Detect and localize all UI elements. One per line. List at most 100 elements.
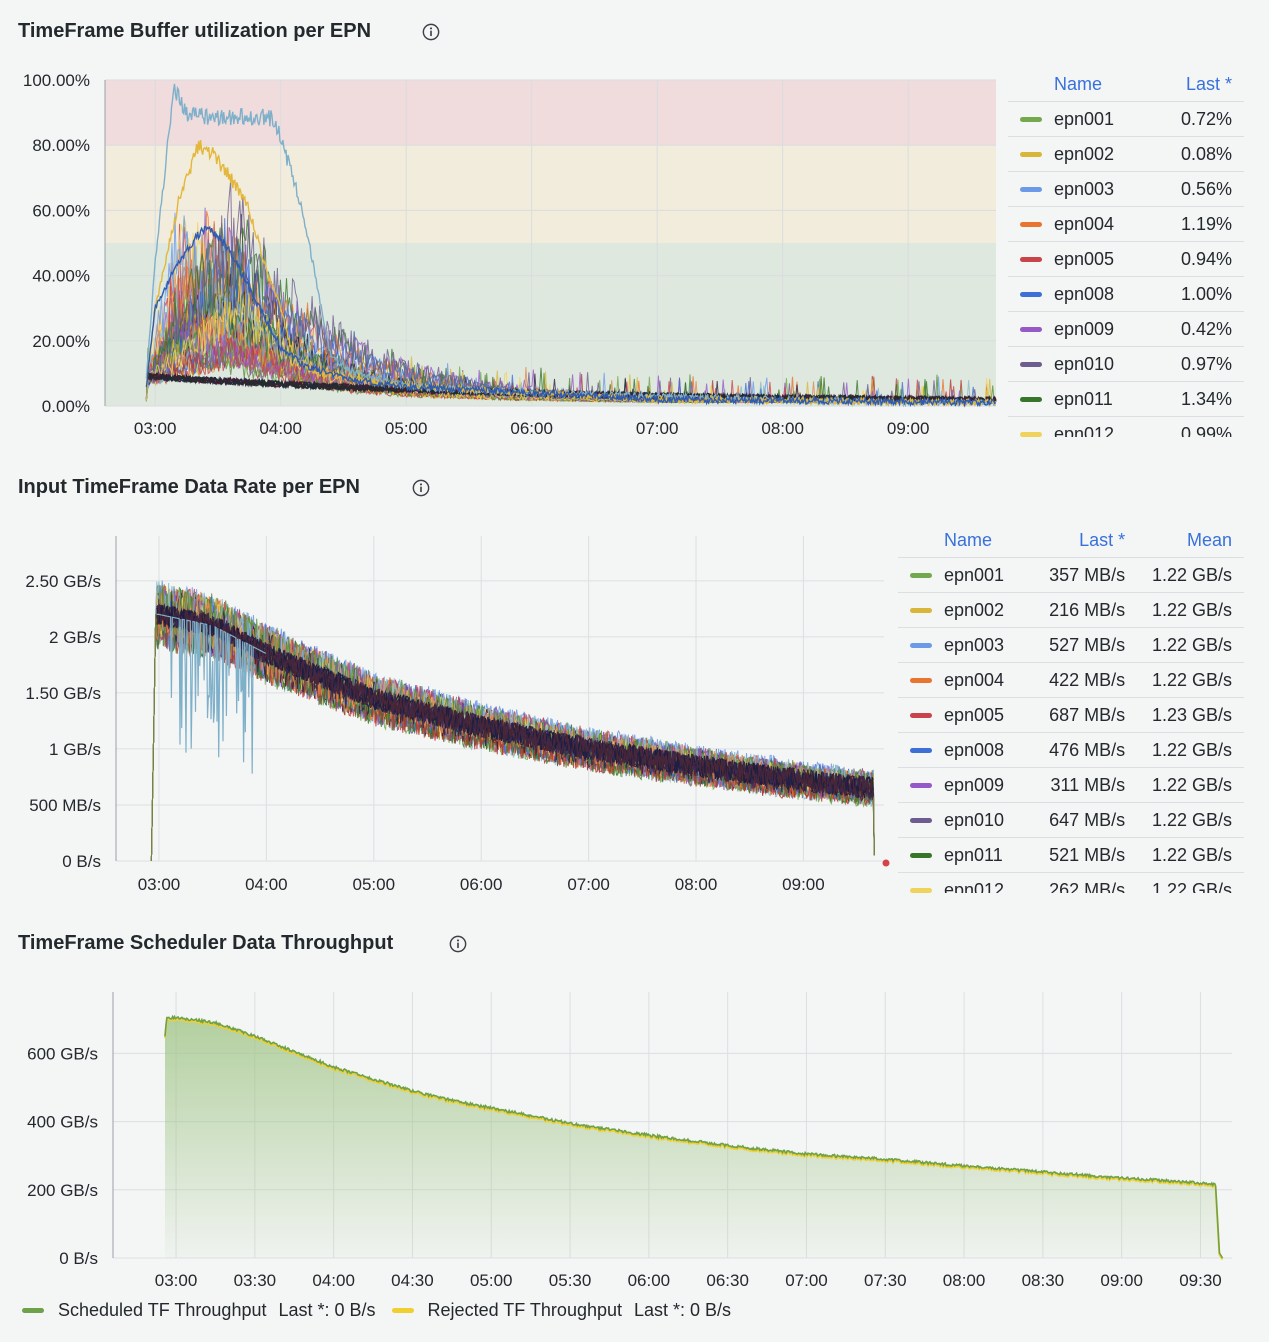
info-icon[interactable]: [412, 479, 430, 497]
series-name: epn010: [1054, 353, 1115, 374]
legend-series-name[interactable]: epn005: [1008, 241, 1162, 277]
legend-series-name[interactable]: epn005: [898, 697, 1036, 733]
legend-header-mean[interactable]: Mean: [1137, 523, 1244, 558]
legend-row[interactable]: epn012 262 MB/s 1.22 GB/s: [898, 872, 1244, 894]
legend-series-name[interactable]: epn008: [1008, 276, 1162, 312]
legend-header-last[interactable]: Last *: [1035, 523, 1138, 558]
series-swatch: [1020, 257, 1042, 263]
series-swatch: [1020, 292, 1042, 298]
series-name: epn003: [944, 634, 1005, 655]
legend-header-name[interactable]: Name: [1008, 67, 1162, 102]
legend-last-value: 647 MB/s: [1035, 802, 1138, 838]
y-tick-label: 400 GB/s: [27, 1113, 98, 1132]
legend-series-name[interactable]: epn008: [898, 732, 1036, 768]
legend-row[interactable]: epn011 521 MB/s 1.22 GB/s: [898, 837, 1244, 873]
series-name: epn002: [944, 599, 1005, 620]
legend-row[interactable]: epn010 647 MB/s 1.22 GB/s: [898, 802, 1244, 838]
legend-series-name[interactable]: epn012: [898, 872, 1036, 894]
series-swatch: [910, 643, 932, 649]
series-swatch: [910, 713, 932, 719]
scheduler-throughput-panel: TimeFrame Scheduler Data Throughput 03:0…: [0, 912, 1269, 1342]
legend-series-name[interactable]: epn003: [1008, 171, 1162, 207]
legend-row[interactable]: epn003 527 MB/s 1.22 GB/s: [898, 627, 1244, 663]
x-tick-label: 07:00: [567, 875, 610, 894]
data-rate-legend: Name Last * Mean epn001 357 MB/s 1.22 GB/s…: [898, 523, 1244, 893]
panel-title: TimeFrame Buffer utilization per EPN: [18, 20, 372, 42]
legend-series-name[interactable]: epn011: [898, 837, 1036, 873]
legend-last-value: 476 MB/s: [1035, 732, 1138, 768]
legend-row[interactable]: epn004 1.19%: [1008, 206, 1244, 242]
legend-series-name[interactable]: epn001: [1008, 101, 1162, 137]
x-tick-label: 06:30: [706, 1271, 749, 1290]
x-tick-label: 04:00: [312, 1271, 355, 1290]
series-swatch: [1020, 397, 1042, 403]
y-tick-label: 40.00%: [32, 267, 90, 286]
legend-last-value: 0.97%: [1161, 346, 1244, 382]
legend-item-rejected[interactable]: Rejected TF Throughput Last *: 0 B/s: [391, 1300, 732, 1321]
info-icon[interactable]: [422, 23, 440, 41]
series-swatch: [910, 678, 932, 684]
legend-series-name[interactable]: epn011: [1008, 381, 1162, 417]
y-tick-label: 0.00%: [42, 397, 90, 416]
legend-row[interactable]: epn002 0.08%: [1008, 136, 1244, 172]
legend-series-name[interactable]: epn004: [898, 662, 1036, 698]
legend-row[interactable]: epn009 311 MB/s 1.22 GB/s: [898, 767, 1244, 803]
x-tick-label: 08:00: [675, 875, 718, 894]
legend-row[interactable]: epn005 687 MB/s 1.23 GB/s: [898, 697, 1244, 733]
legend-series-name[interactable]: epn003: [898, 627, 1036, 663]
x-tick-label: 09:00: [782, 875, 825, 894]
legend-mean-value: 1.22 GB/s: [1137, 557, 1244, 593]
x-tick-label: 09:00: [887, 419, 930, 438]
legend-series-name[interactable]: epn010: [898, 802, 1036, 838]
legend-item-scheduled[interactable]: Scheduled TF Throughput Last *: 0 B/s: [22, 1300, 376, 1321]
series-swatch: [1020, 187, 1042, 193]
legend-row[interactable]: epn011 1.34%: [1008, 381, 1244, 417]
series-swatch: [391, 1308, 414, 1313]
legend-series-name[interactable]: epn009: [1008, 311, 1162, 347]
input-data-rate-chart[interactable]: 03:00 04:00 05:00 06:00 07:00 08:00 09:00 0 B/s…: [0, 516, 900, 906]
legend-series-name[interactable]: epn010: [1008, 346, 1162, 382]
legend-row[interactable]: epn005 0.94%: [1008, 241, 1244, 277]
series-name: epn012: [944, 879, 1005, 894]
legend-series-name[interactable]: epn001: [898, 557, 1036, 593]
legend-header-name[interactable]: Name: [898, 523, 1036, 558]
info-icon[interactable]: [449, 935, 467, 953]
legend-series-name[interactable]: epn002: [1008, 136, 1162, 172]
legend-mean-value: 1.22 GB/s: [1137, 802, 1244, 838]
series-name: epn012: [1054, 423, 1115, 438]
y-tick-label: 0 B/s: [59, 1249, 98, 1268]
legend-header-last[interactable]: Last *: [1161, 67, 1244, 102]
series-swatch: [1020, 362, 1042, 368]
legend-row[interactable]: epn012 0.99%: [1008, 416, 1244, 438]
series-last: Last *: 0 B/s: [278, 1300, 376, 1320]
buffer-utilization-chart[interactable]: 03:00 04:00 05:00 06:00 07:00 08:00 09:00 0.00%…: [0, 60, 1000, 450]
series-line: [156, 604, 874, 799]
legend-row[interactable]: epn010 0.97%: [1008, 346, 1244, 382]
x-tick-label: 03:00: [155, 1271, 198, 1290]
legend-row[interactable]: epn001 357 MB/s 1.22 GB/s: [898, 557, 1244, 593]
legend-row[interactable]: epn004 422 MB/s 1.22 GB/s: [898, 662, 1244, 698]
legend-series-name[interactable]: epn004: [1008, 206, 1162, 242]
legend-series-name[interactable]: epn009: [898, 767, 1036, 803]
legend-series-name[interactable]: epn012: [1008, 416, 1162, 438]
legend-row[interactable]: epn008 1.00%: [1008, 276, 1244, 312]
legend-last-value: 262 MB/s: [1035, 872, 1138, 893]
legend-row[interactable]: epn001 0.72%: [1008, 101, 1244, 137]
series-name: epn001: [1054, 108, 1115, 129]
legend-row[interactable]: epn003 0.56%: [1008, 171, 1244, 207]
legend-row[interactable]: epn008 476 MB/s 1.22 GB/s: [898, 732, 1244, 768]
scheduler-throughput-chart[interactable]: 03:00 03:30 04:00 04:30 05:00 05:30 06:00 06:30…: [0, 982, 1269, 1292]
series-last: Last *: 0 B/s: [634, 1300, 732, 1320]
y-tick-label: 500 MB/s: [29, 796, 101, 815]
y-tick-label: 2 GB/s: [49, 628, 101, 647]
series-name: epn004: [944, 669, 1005, 690]
legend-row[interactable]: epn009 0.42%: [1008, 311, 1244, 347]
legend-last-value: 1.19%: [1161, 206, 1244, 242]
x-tick-label: 04:00: [259, 419, 302, 438]
x-tick-label: 06:00: [460, 875, 503, 894]
legend-mean-value: 1.22 GB/s: [1137, 662, 1244, 698]
legend-row[interactable]: epn002 216 MB/s 1.22 GB/s: [898, 592, 1244, 628]
series-swatch: [910, 608, 932, 614]
legend-series-name[interactable]: epn002: [898, 592, 1036, 628]
legend-last-value: 216 MB/s: [1035, 592, 1138, 628]
